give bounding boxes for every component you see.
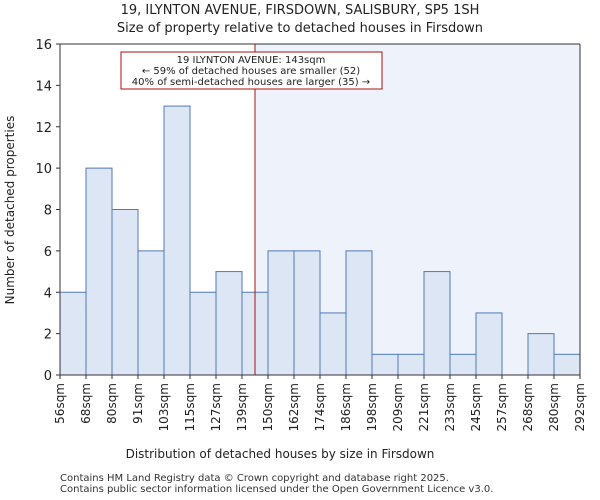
x-tick-label: 103sqm <box>157 383 171 431</box>
y-tick-label: 0 <box>44 369 52 384</box>
y-tick-label: 10 <box>35 162 52 177</box>
x-tick-label: 68sqm <box>79 383 93 424</box>
bar-127sqm <box>215 271 243 376</box>
bar-56sqm <box>59 291 87 376</box>
chart-subtitle: Size of property relative to detached ho… <box>117 21 483 36</box>
y-tick-label: 14 <box>35 79 52 94</box>
bar-268sqm <box>527 333 555 376</box>
bar-221sqm <box>423 271 451 376</box>
y-tick-label: 8 <box>44 204 52 219</box>
x-tick-label: 80sqm <box>105 383 119 424</box>
annotation-box: 19 ILYNTON AVENUE: 143sqm ← 59% of detac… <box>120 51 383 90</box>
y-tick-label: 16 <box>35 38 52 53</box>
x-tick-label: 139sqm <box>235 383 249 431</box>
bar-186sqm <box>345 250 373 376</box>
x-tick-label: 245sqm <box>469 383 483 431</box>
annotation-line-3: 40% of semi-detached houses are larger (… <box>132 77 370 88</box>
bar-162sqm <box>293 250 321 376</box>
chart-title: 19, ILYNTON AVENUE, FIRSDOWN, SALISBURY,… <box>121 3 480 18</box>
bar-150sqm <box>267 250 295 376</box>
x-tick-label: 186sqm <box>339 383 353 431</box>
y-tick-label: 12 <box>35 121 52 136</box>
bar-245sqm <box>475 312 503 376</box>
x-tick-label: 91sqm <box>131 383 145 424</box>
y-axis-label: Number of detached properties <box>3 116 17 305</box>
bar-280sqm <box>553 353 581 376</box>
x-tick-label: 233sqm <box>443 383 457 431</box>
bar-174sqm <box>319 312 347 376</box>
footer-line-1: Contains HM Land Registry data © Crown c… <box>60 473 449 484</box>
x-tick-label: 174sqm <box>313 383 327 431</box>
y-tick-label: 4 <box>44 286 52 301</box>
x-tick-label: 56sqm <box>53 383 67 424</box>
bar-233sqm <box>449 353 477 376</box>
x-tick-label: 115sqm <box>183 383 197 431</box>
x-tick-label: 127sqm <box>209 383 223 431</box>
x-tick-label: 257sqm <box>495 383 509 431</box>
x-tick-label: 292sqm <box>573 383 587 431</box>
x-tick-label: 162sqm <box>287 383 301 431</box>
annotation-line-2: ← 59% of detached houses are smaller (52… <box>142 66 360 77</box>
footer-line-2: Contains public sector information licen… <box>60 484 494 495</box>
bar-103sqm <box>163 105 191 376</box>
x-tick-label: 209sqm <box>391 383 405 431</box>
x-tick-label: 221sqm <box>417 383 431 431</box>
x-tick-label: 280sqm <box>547 383 561 431</box>
bar-115sqm <box>189 291 217 376</box>
bar-209sqm <box>397 353 425 376</box>
bar-80sqm <box>111 209 139 376</box>
bar-68sqm <box>85 167 113 376</box>
bar-91sqm <box>137 250 165 376</box>
annotation-frame <box>120 51 383 90</box>
y-tick-label: 2 <box>44 328 52 343</box>
y-tick-label: 6 <box>44 245 52 260</box>
x-tick-label: 198sqm <box>365 383 379 431</box>
x-tick-label: 150sqm <box>261 383 275 431</box>
x-tick-label: 268sqm <box>521 383 535 431</box>
bar-198sqm <box>371 353 399 376</box>
x-axis-label: Distribution of detached houses by size … <box>126 447 435 461</box>
annotation-line-1: 19 ILYNTON AVENUE: 143sqm <box>177 55 326 66</box>
